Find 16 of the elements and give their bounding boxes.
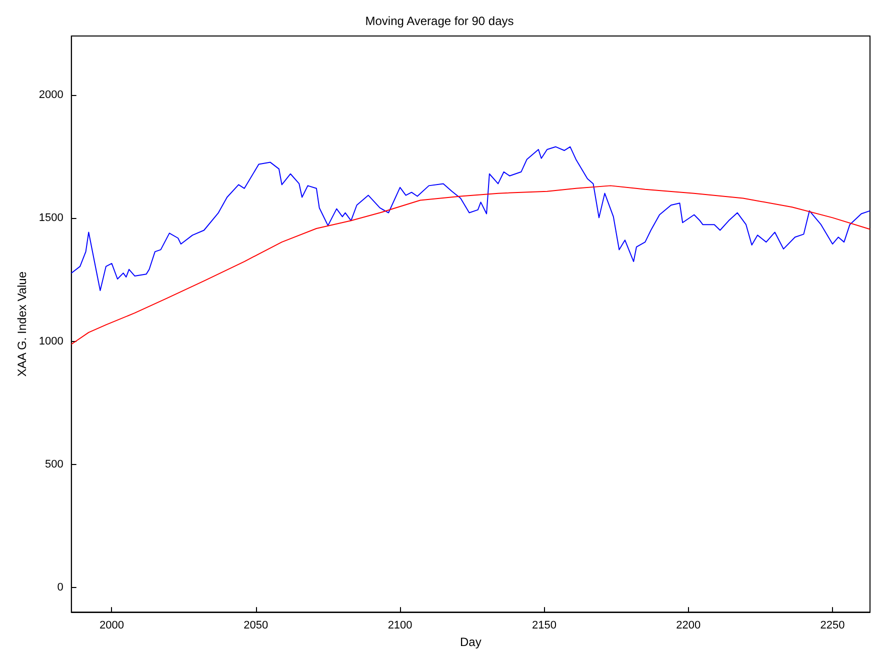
x-tick-label: 2050 (244, 620, 268, 632)
chart-title: Moving Average for 90 days (365, 14, 514, 28)
x-tick-label: 2250 (820, 620, 845, 632)
y-tick-label: 500 (45, 458, 64, 470)
x-axis-title: Day (460, 635, 482, 649)
line-series (70, 185, 870, 345)
y-tick-label: 2000 (38, 89, 64, 102)
y-axis-title: XAA G. Index Value (15, 271, 29, 377)
y-tick-label: 1500 (38, 212, 64, 224)
y-tick-label: 0 (57, 581, 64, 594)
y-tick-label: 1000 (38, 335, 64, 348)
x-tick-label: 2000 (99, 620, 124, 632)
x-tick-label: 2150 (532, 620, 556, 632)
line-series (70, 146, 870, 292)
x-tick-label: 2200 (676, 620, 701, 632)
x-tick-label: 2100 (388, 620, 412, 632)
